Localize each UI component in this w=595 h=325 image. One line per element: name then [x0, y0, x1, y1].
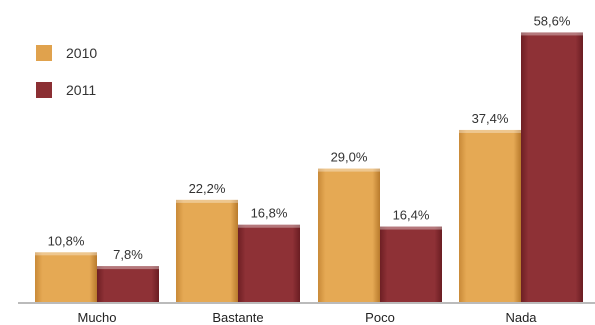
value-label-nada-2010: 37,4%: [472, 111, 509, 126]
bar-poco-2011: [380, 226, 442, 302]
legend-label-2011: 2011: [66, 82, 96, 98]
bar-highlight-bastante-2011: [238, 224, 300, 228]
bar-highlight-poco-2010: [318, 168, 380, 172]
category-labels-group: Mucho Bastante Poco Nada: [77, 310, 537, 325]
value-label-poco-2011: 16,4%: [393, 208, 430, 223]
value-label-poco-2010: 29,0%: [331, 150, 368, 165]
legend-label-2010: 2010: [66, 45, 97, 61]
bar-highlight-poco-2011: [380, 226, 442, 230]
value-label-bastante-2010: 22,2%: [189, 181, 226, 196]
bar-poco-2010: [318, 168, 380, 302]
bar-highlight-nada-2011: [521, 32, 583, 36]
bar-mucho-2010: [35, 252, 97, 302]
category-label-nada: Nada: [505, 310, 537, 325]
bar-highlight-bastante-2010: [176, 199, 238, 203]
category-label-bastante: Bastante: [212, 310, 263, 325]
bar-nada-2010: [459, 129, 521, 302]
bar-highlight-mucho-2011: [97, 266, 159, 270]
legend-swatch-2010: [36, 45, 52, 61]
bar-bastante-2011: [238, 224, 300, 302]
value-labels-group: 10,8% 7,8% 22,2% 16,8% 29,0% 16,4% 37,4% 58,6%: [48, 13, 571, 262]
bar-mucho-2011: [97, 266, 159, 302]
bars-group: [35, 32, 583, 302]
bar-highlight-nada-2010: [459, 129, 521, 133]
bar-highlight-mucho-2010: [35, 252, 97, 256]
value-label-bastante-2011: 16,8%: [251, 206, 288, 221]
value-label-mucho-2011: 7,8%: [113, 247, 143, 262]
bar-bastante-2010: [176, 199, 238, 302]
value-label-nada-2011: 58,6%: [534, 13, 571, 28]
category-label-poco: Poco: [365, 310, 395, 325]
category-label-mucho: Mucho: [77, 310, 116, 325]
bar-nada-2011: [521, 32, 583, 302]
legend-swatch-2011: [36, 82, 52, 98]
value-label-mucho-2010: 10,8%: [48, 233, 85, 248]
legend: 2010 2011: [36, 45, 97, 98]
